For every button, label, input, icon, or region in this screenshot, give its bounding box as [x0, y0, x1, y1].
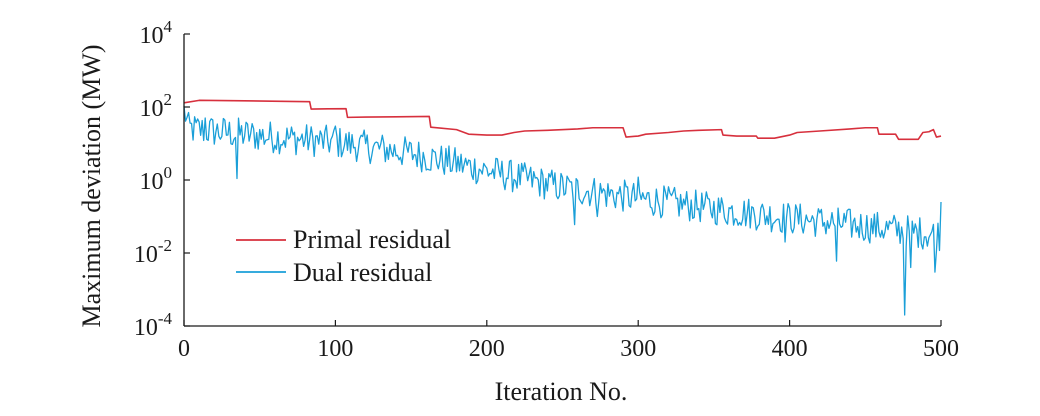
legend: Primal residual Dual residual — [236, 225, 451, 287]
x-tick-label: 500 — [923, 336, 959, 362]
x-tick-label: 400 — [772, 336, 808, 362]
y-tick-label: 104 — [140, 17, 173, 49]
y-tick-label: 10-4 — [134, 309, 173, 341]
x-tick-label: 300 — [620, 336, 656, 362]
y-tick-label: 102 — [140, 90, 173, 122]
axes: 0 100 200 300 400 500 104 102 100 10-2 10-4 — [134, 17, 959, 362]
series-layer — [183, 99, 942, 316]
series-line-dual-residual — [183, 106, 942, 316]
y-tick-label: 100 — [140, 163, 173, 195]
x-tick-label: 100 — [317, 336, 353, 362]
x-axis-title: Iteration No. — [495, 377, 628, 406]
y-axis-title: Maximum deviation (MW) — [77, 44, 106, 327]
legend-label-dual-residual: Dual residual — [293, 258, 432, 287]
x-tick-label: 200 — [469, 336, 505, 362]
x-tick-label: 0 — [178, 336, 190, 362]
series-line-primal-residual — [183, 99, 942, 141]
y-tick-label: 10-2 — [134, 236, 172, 268]
legend-label-primal-residual: Primal residual — [293, 225, 451, 254]
